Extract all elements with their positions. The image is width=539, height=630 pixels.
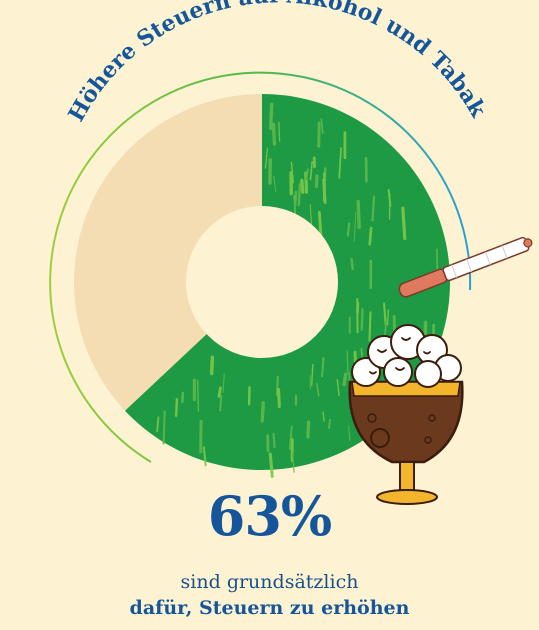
- outer-arc: [49, 71, 472, 463]
- beer-glass-icon: [348, 324, 464, 505]
- cigarette-icon: [398, 236, 533, 298]
- donut-hole: [186, 206, 338, 358]
- caption-line-2: dafür, Steuern zu erhöhen: [129, 597, 410, 619]
- pie-slice-2: [74, 94, 262, 411]
- caption-line-1: sind grundsätzlich: [180, 571, 359, 593]
- highlight-value: 63%: [207, 484, 332, 548]
